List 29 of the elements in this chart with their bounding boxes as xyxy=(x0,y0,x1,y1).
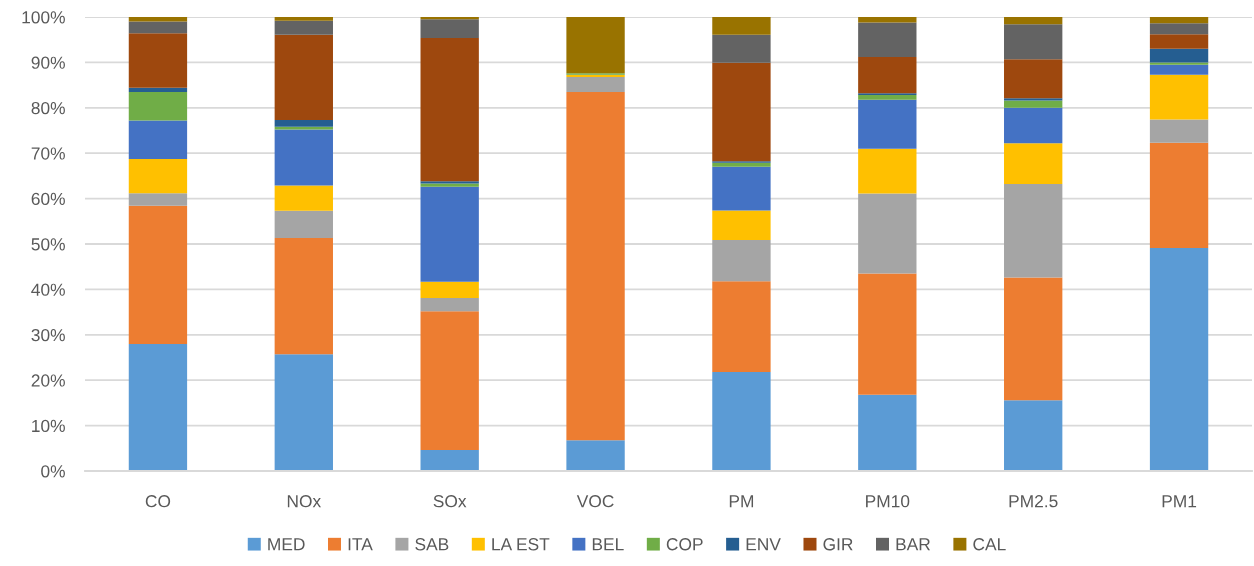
y-tick-label: 10% xyxy=(32,419,65,433)
x-tick-label: PM10 xyxy=(866,495,910,508)
legend-label: ENV xyxy=(746,538,781,551)
legend-label: MED xyxy=(268,538,305,551)
y-tick-label: 40% xyxy=(31,283,65,296)
legend-label: BEL xyxy=(592,538,624,551)
x-tick-label: PM xyxy=(729,495,754,508)
x-tick-label: CO xyxy=(145,495,171,508)
legend-label: ITA xyxy=(348,538,373,551)
y-tick-label: 80% xyxy=(31,101,65,115)
y-tick-label: 0% xyxy=(41,465,65,478)
legend-label: COP xyxy=(666,538,703,551)
y-tick-label: 20% xyxy=(31,374,65,387)
y-tick-label: 100% xyxy=(22,11,65,24)
y-tick-label: 70% xyxy=(31,147,65,160)
y-tick-label: 90% xyxy=(31,56,65,69)
x-tick-label: SOx xyxy=(433,495,467,508)
legend-label: SAB xyxy=(415,538,449,551)
y-tick-label: 30% xyxy=(31,328,65,342)
legend-label: LA EST xyxy=(492,538,550,551)
y-tick-label: 50% xyxy=(31,238,65,251)
x-tick-label: PM2.5 xyxy=(1009,495,1058,508)
y-tick-label: 60% xyxy=(31,192,65,206)
x-tick-label: VOC xyxy=(576,495,614,508)
legend-label: BAR xyxy=(896,538,930,551)
legend-label: CAL xyxy=(973,538,1006,551)
x-tick-label: NOx xyxy=(287,495,321,508)
x-tick-label: PM1 xyxy=(1162,495,1197,508)
legend-label: GIR xyxy=(823,538,853,551)
